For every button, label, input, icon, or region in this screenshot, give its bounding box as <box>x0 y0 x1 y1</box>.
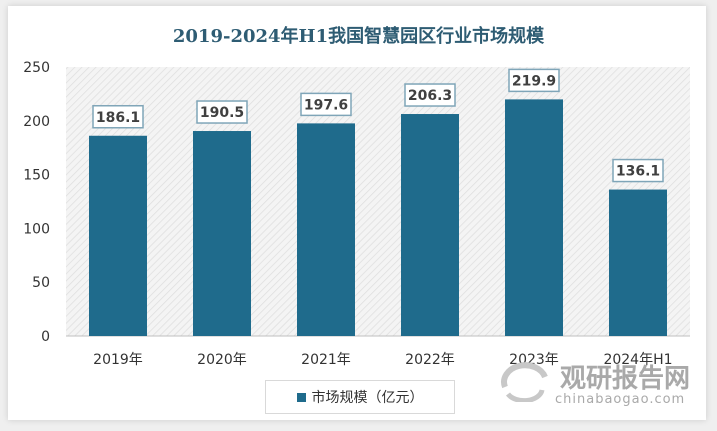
legend-label: 市场规模（亿元） <box>311 390 424 406</box>
data-label: 197.6 <box>304 97 348 113</box>
data-label: 190.5 <box>200 105 244 121</box>
data-label-box <box>404 83 456 107</box>
data-label-box <box>196 100 248 124</box>
data-label: 136.1 <box>616 164 660 180</box>
data-label-box <box>612 158 664 183</box>
legend-swatch <box>296 392 306 402</box>
bar <box>401 114 459 336</box>
data-label: 206.3 <box>408 88 452 104</box>
data-label-box <box>92 105 144 129</box>
x-tick-label: 2019年 <box>93 352 143 368</box>
watermark-en: chinabaogao.com <box>555 392 686 407</box>
data-label: 219.9 <box>512 73 556 89</box>
x-tick-label: 2024年H1 <box>603 352 672 368</box>
bar <box>89 135 147 336</box>
x-tick-label: 2022年 <box>405 352 455 368</box>
y-tick-label: 200 <box>23 114 50 130</box>
bar <box>505 99 563 336</box>
plot-area <box>66 67 690 336</box>
legend: 市场规模（亿元） <box>265 380 455 414</box>
y-tick-label: 250 <box>23 60 50 76</box>
y-tick-label: 150 <box>23 168 50 184</box>
watermark-cn: 观研报告网 <box>560 364 691 394</box>
y-tick-label: 100 <box>23 221 50 237</box>
y-tick-label: 50 <box>32 275 50 291</box>
data-label-box <box>300 92 352 117</box>
data-label: 186.1 <box>96 110 140 126</box>
bar <box>609 189 667 336</box>
x-tick-label: 2020年 <box>197 352 247 368</box>
bar <box>297 123 355 336</box>
x-tick-label: 2021年 <box>301 352 351 368</box>
y-tick-label: 0 <box>41 329 50 345</box>
data-label-box <box>508 68 560 93</box>
bar <box>193 131 251 336</box>
watermark-logo-icon <box>501 362 548 402</box>
chart-title: 2019-2024年H1我国智慧园区行业市场规模 <box>172 26 545 47</box>
